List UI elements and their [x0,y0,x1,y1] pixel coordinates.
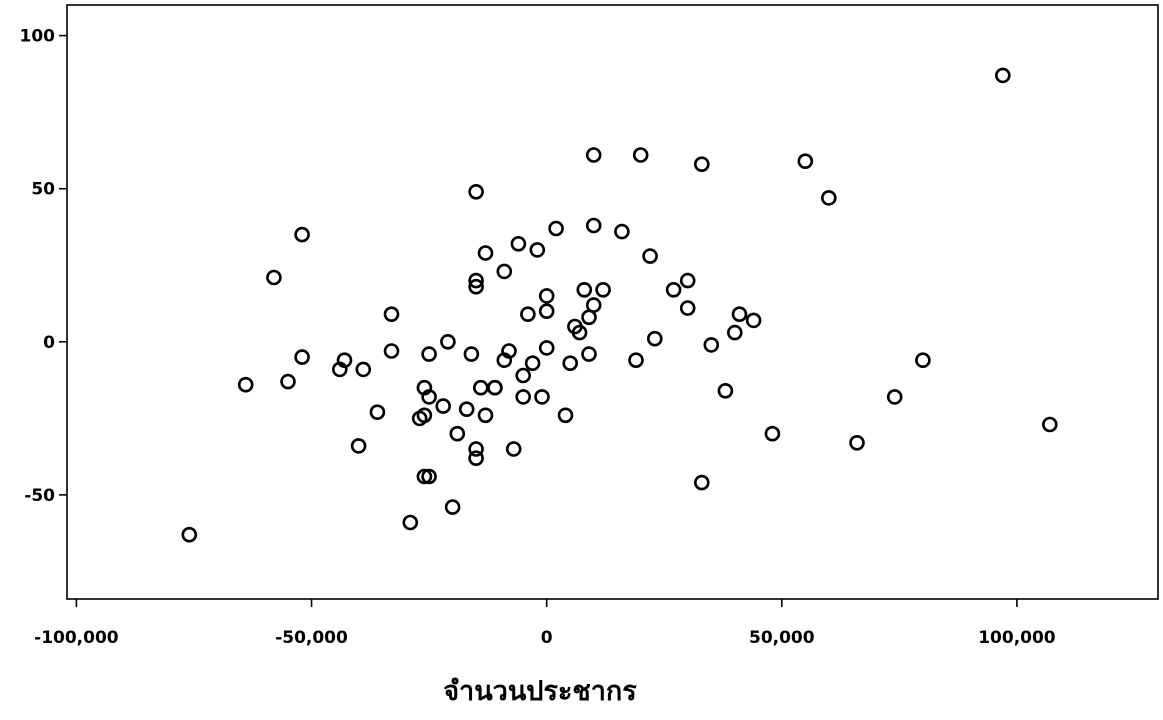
y-axis: 100 50 0 -50 [20,27,67,506]
data-point [266,269,282,286]
data-point [632,147,649,163]
data-point [646,330,663,347]
x-axis-title: จำนวนประชากร [443,676,637,707]
data-point [350,438,367,454]
data-point [731,306,748,323]
data-point [534,389,550,405]
data-point [520,306,536,323]
data-point [576,281,593,298]
data-point [355,361,372,378]
plot-area [66,4,1159,600]
data-point [449,425,466,442]
data-point [529,242,546,258]
data-point [444,499,461,515]
data-point [487,379,503,396]
data-point [585,217,602,234]
data-point [628,352,644,369]
data-point [1042,416,1058,433]
data-point [496,263,513,280]
x-tick-label: -50,000 [275,628,348,648]
data-point [468,441,484,457]
data-point [294,349,310,365]
data-point [468,278,484,295]
data-point [585,147,602,163]
data-point [416,468,433,485]
data-point [369,404,386,421]
x-tick-label: 50,000 [749,628,815,648]
y-tick-label: 0 [43,333,55,353]
data-point [440,333,456,350]
data-point [383,306,400,323]
data-point [665,281,682,298]
data-point [477,407,494,424]
data-point [468,272,484,289]
data-point [237,376,254,393]
data-point [548,220,564,237]
data-point [468,450,484,467]
data-point [693,474,710,491]
data-point [458,401,475,418]
data-point [435,398,452,414]
data-point [820,190,837,206]
data-point [797,153,814,169]
data-point [994,67,1011,84]
data-point [416,407,433,424]
data-point [181,526,198,543]
data-point [336,352,353,369]
data-point [745,312,762,329]
data-point [595,281,611,298]
data-point [717,382,734,399]
data-point [515,367,532,384]
data-point [477,245,494,261]
y-tick-label: -50 [24,486,55,506]
data-point [463,346,480,362]
y-tick-label: 50 [31,180,55,200]
data-point [642,248,658,264]
data-point [383,343,400,359]
data-point [421,468,437,485]
data-point [538,303,555,320]
data-point [886,389,903,405]
x-tick-label: -100,000 [34,628,119,648]
data-point [679,272,696,289]
data-point [693,156,710,172]
x-axis: -100,000 -50,000 0 50,000 100,000 [34,599,1056,648]
x-tick-label: 100,000 [978,628,1056,648]
data-point [849,434,865,451]
data-point [510,236,527,252]
data-point [538,340,555,356]
data-point [679,300,696,316]
data-point [703,337,720,353]
x-tick-label: 0 [541,628,553,648]
data-point [614,223,630,240]
data-point [421,346,437,362]
data-point [726,324,743,341]
y-tick-label: 100 [20,27,56,47]
data-point [421,389,437,405]
data-point [501,343,517,359]
data-point [402,514,419,531]
points-layer [181,67,1058,543]
data-point [562,355,579,372]
data-point [280,373,296,390]
data-point [571,324,588,341]
data-point [505,441,522,457]
data-point [915,352,931,369]
data-point [515,389,532,405]
data-point [538,288,555,304]
data-point [524,355,541,372]
data-point [468,184,484,200]
data-point [764,425,781,442]
data-point [585,297,602,313]
data-point [294,226,310,243]
data-point [557,407,574,424]
data-point [581,346,597,362]
